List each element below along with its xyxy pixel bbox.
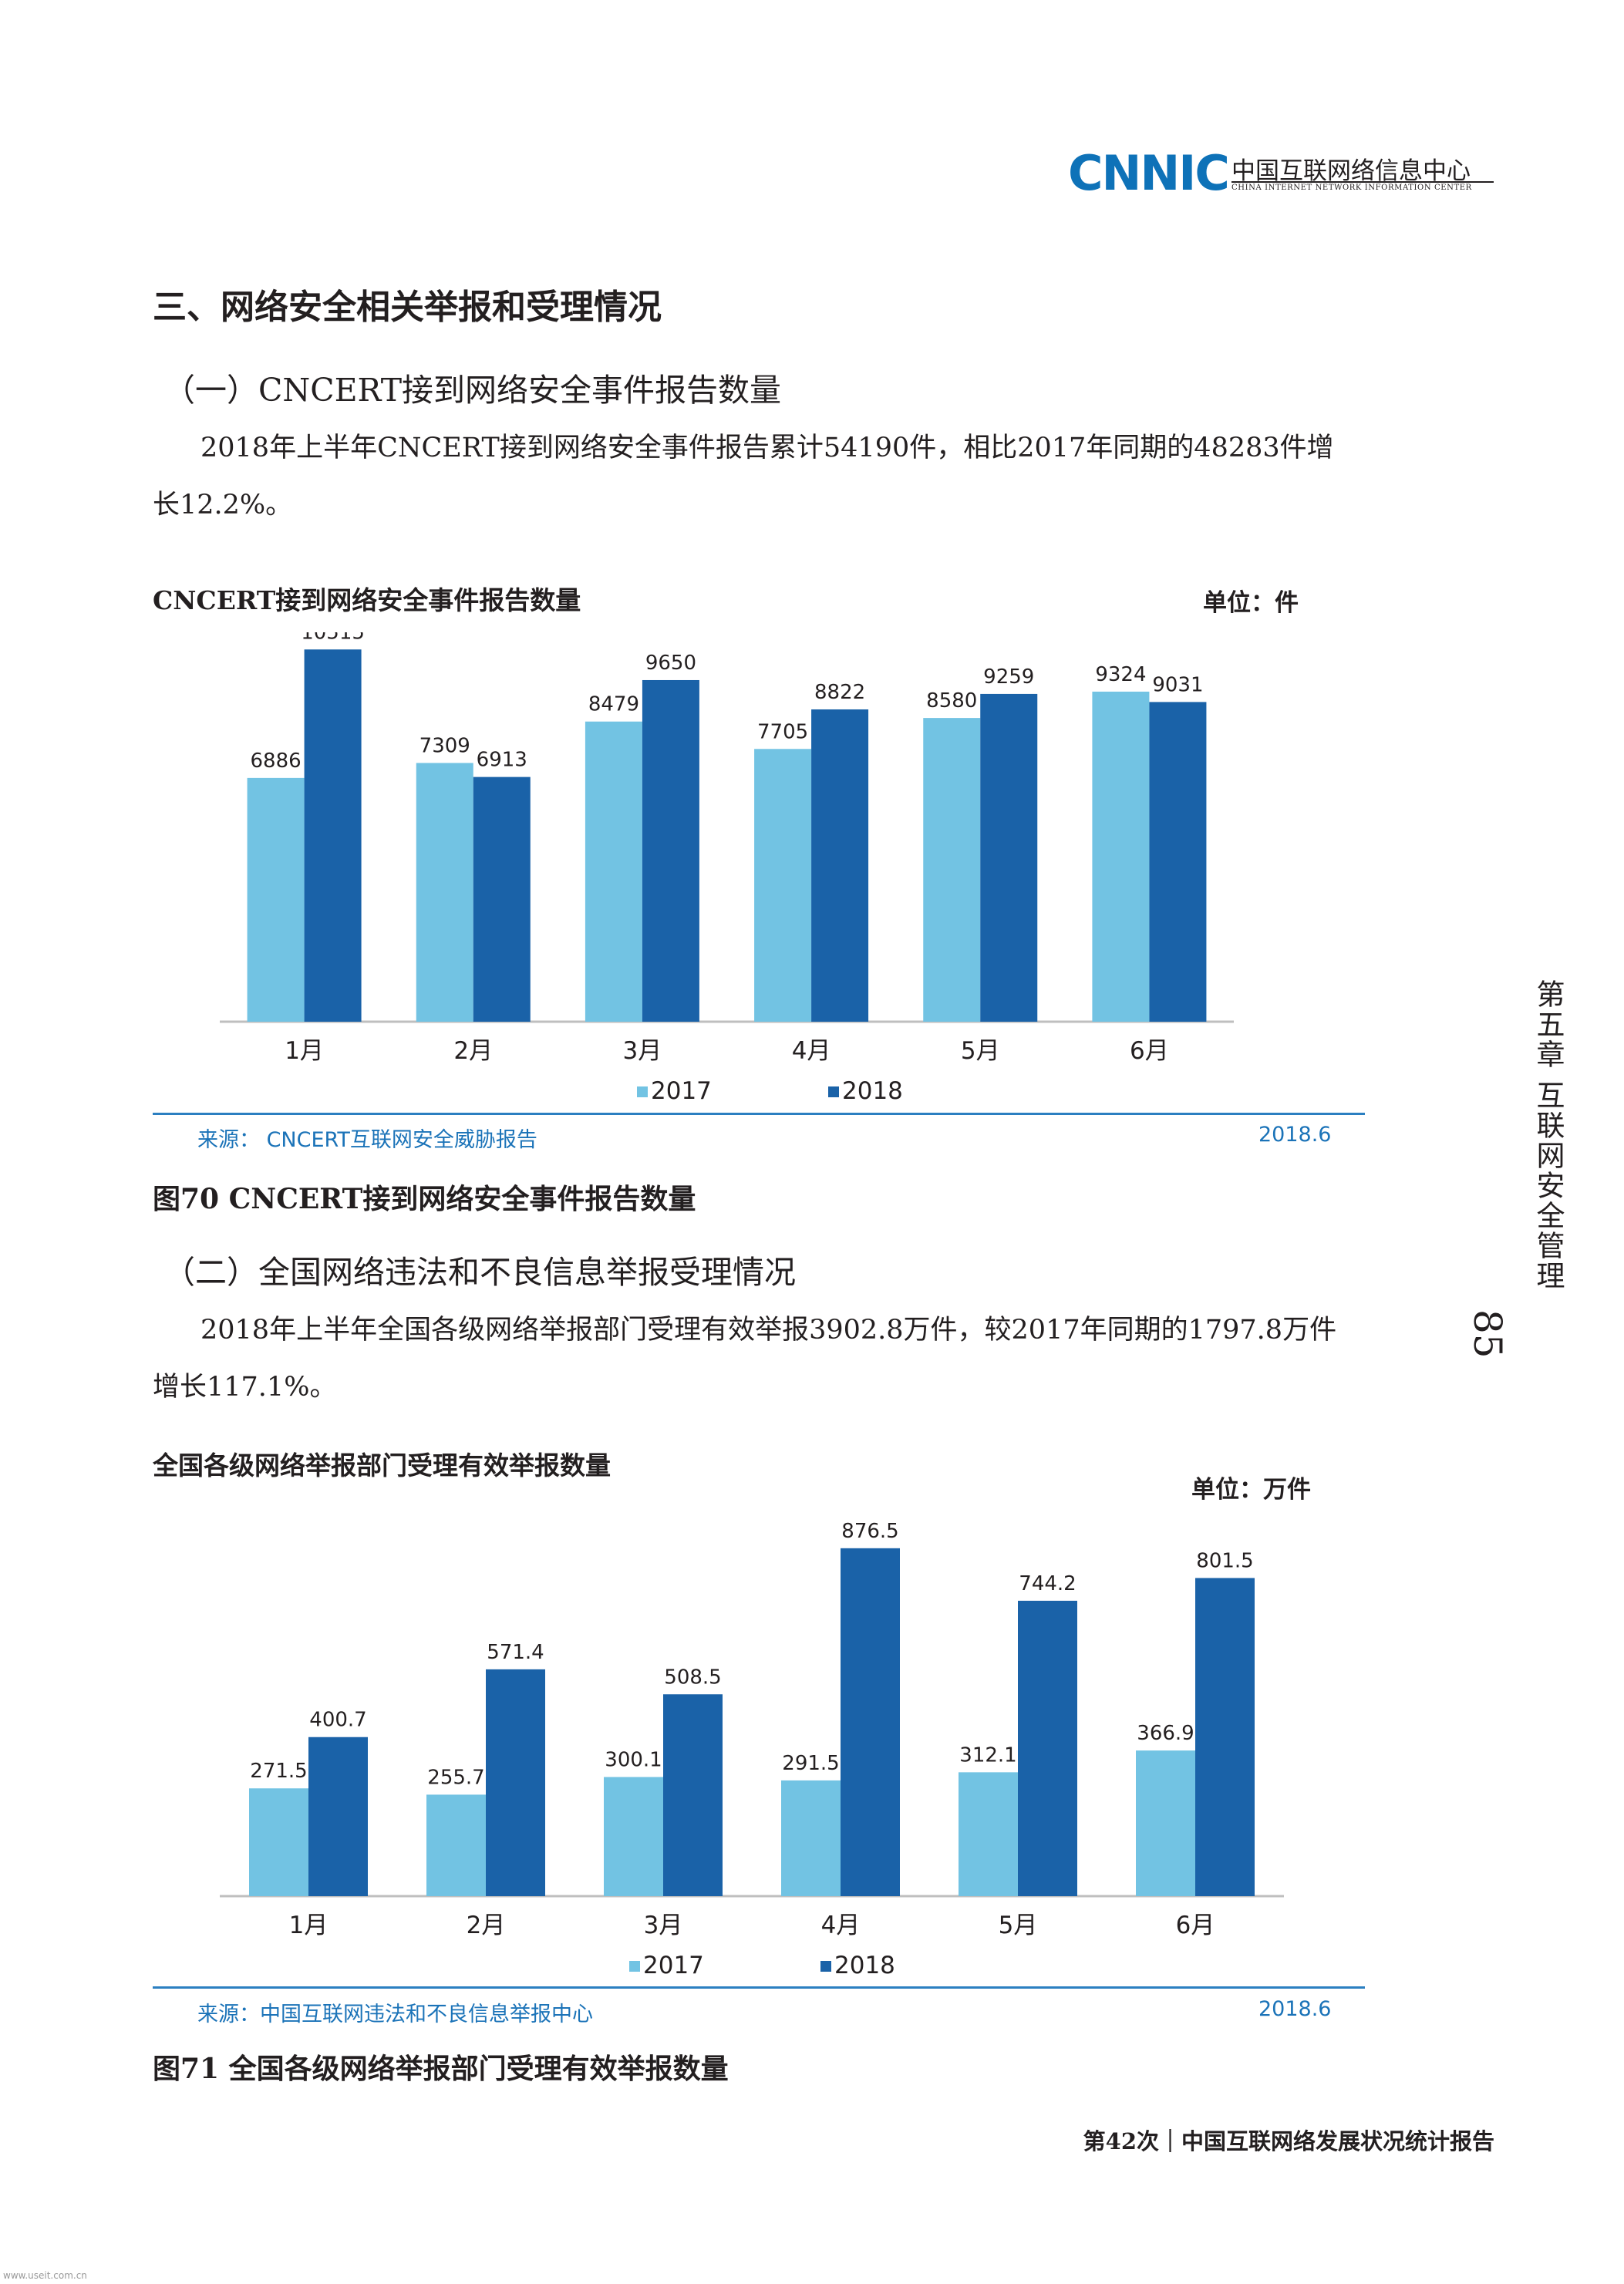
data-label-2018-2: 6913 [477, 749, 527, 772]
bar-2018-1 [304, 649, 362, 1022]
data-label-2018-4: 8822 [814, 681, 865, 704]
bar-2018-4 [811, 709, 869, 1022]
data-label-2018-2: 571.4 [487, 1641, 544, 1664]
data-label-2017-1: 6886 [250, 750, 301, 773]
logo-divider [1231, 181, 1494, 183]
bar-2017-6 [1136, 1750, 1195, 1896]
chart-1-unit: 单位：件 [1203, 589, 1299, 617]
chart-1-source-rule [153, 1113, 1365, 1115]
bar-2017-1 [249, 1788, 308, 1896]
paragraph-2-line-1: 2018年上半年全国各级网络举报部门受理有效举报3902.8万件，较2017年同… [200, 1315, 1337, 1346]
bar-2018-6 [1149, 702, 1207, 1022]
bar-2017-1 [247, 777, 305, 1022]
chapter-title: 第五章 互联网安全管理 [1531, 979, 1565, 1291]
bar-2017-6 [1092, 691, 1150, 1022]
bar-2017-5 [923, 718, 981, 1022]
data-label-2018-3: 9650 [645, 652, 696, 675]
bar-2018-6 [1195, 1578, 1255, 1896]
x-tick-label-4: 4月 [821, 1912, 861, 1939]
subsection-heading-2: （二）全国网络违法和不良信息举报受理情况 [163, 1254, 796, 1291]
figure-71-caption: 图71 全国各级网络举报部门受理有效举报数量 [153, 2053, 729, 2085]
x-tick-label-2: 2月 [453, 1037, 493, 1065]
chart-2-source: 来源：中国互联网违法和不良信息举报中心 [197, 2003, 593, 2026]
x-tick-label-1: 1月 [285, 1037, 324, 1065]
data-label-2018-6: 801.5 [1196, 1549, 1253, 1572]
legend-label-2017: 2017 [643, 1952, 704, 1979]
bar-2017-3 [585, 721, 642, 1022]
bar-2017-5 [959, 1772, 1018, 1896]
bar-2018-1 [308, 1737, 368, 1896]
chart-1: 6886 10515 1月 7309 6913 2月 8479 9650 3月 7705 8822 4… [220, 632, 1234, 1105]
paragraph-1-line-2: 长12.2%。 [153, 490, 293, 520]
chart-1-date: 2018.6 [1258, 1123, 1332, 1147]
chart-2-unit: 单位：万件 [1191, 1476, 1311, 1504]
page-number: 85 [1465, 1309, 1510, 1359]
x-tick-label-6: 6月 [1176, 1912, 1215, 1939]
chart-1-title: CNCERT接到网络安全事件报告数量 [153, 585, 581, 615]
chart-2-source-rule [153, 1986, 1365, 1989]
x-tick-label-5: 5月 [961, 1037, 1000, 1065]
data-label-2018-6: 9031 [1152, 673, 1203, 696]
cnnic-logo: CNNIC 中国互联网络信息中心 CHINA INTERNET NETWORK … [1068, 148, 1500, 210]
paragraph-2-line-2: 增长117.1%。 [153, 1372, 337, 1403]
data-label-2018-1: 400.7 [309, 1709, 366, 1732]
legend-swatch-2018 [820, 1961, 831, 1972]
x-tick-label-6: 6月 [1130, 1037, 1169, 1065]
bar-2017-4 [781, 1780, 841, 1896]
data-label-2017-5: 312.1 [959, 1743, 1016, 1767]
subsection-heading-1: （一）CNCERT接到网络安全事件报告数量 [163, 372, 782, 409]
data-label-2018-3: 508.5 [664, 1666, 721, 1689]
org-name-en: CHINA INTERNET NETWORK INFORMATION CENTE… [1231, 184, 1472, 192]
chapter-side-label: 第五章 互联网安全管理 [1511, 979, 1596, 1365]
bar-2018-5 [1018, 1600, 1077, 1896]
chart-2: 271.5 400.7 1月 255.7 571.4 2月 300.1 508.5 3月 291.… [220, 1520, 1284, 1979]
data-label-2018-5: 744.2 [1019, 1572, 1076, 1595]
data-label-2017-2: 7309 [419, 734, 470, 757]
x-tick-label-2: 2月 [467, 1912, 506, 1939]
cnnic-logo-mark: CNNIC [1068, 145, 1230, 201]
chart-2-date: 2018.6 [1258, 1997, 1332, 2021]
x-tick-label-5: 5月 [999, 1912, 1038, 1939]
bar-2018-5 [980, 693, 1038, 1022]
chart-1-source: 来源： CNCERT互联网安全威胁报告 [197, 1128, 537, 1152]
watermark: www.useit.com.cn [3, 2270, 87, 2281]
x-tick-label-3: 3月 [623, 1037, 662, 1065]
legend-swatch-2017 [629, 1961, 640, 1972]
data-label-2017-3: 300.1 [605, 1749, 662, 1772]
data-label-2017-4: 291.5 [782, 1752, 839, 1775]
data-label-2017-6: 9324 [1095, 663, 1146, 686]
bar-2018-2 [473, 776, 531, 1022]
figure-70-caption: 图70 CNCERT接到网络安全事件报告数量 [153, 1183, 696, 1215]
x-tick-label-1: 1月 [289, 1912, 329, 1939]
legend-label-2018: 2018 [842, 1077, 903, 1105]
paragraph-1-line-1: 2018年上半年CNCERT接到网络安全事件报告累计54190件，相比2017年… [200, 433, 1334, 463]
data-label-2017-5: 8580 [926, 689, 977, 712]
bar-2018-3 [663, 1694, 723, 1896]
legend-label-2017: 2017 [651, 1077, 712, 1105]
legend-label-2018: 2018 [834, 1952, 895, 1979]
legend-swatch-2018 [828, 1086, 839, 1097]
report-footer: 第42次｜中国互联网络发展状况统计报告 [1083, 2128, 1494, 2154]
data-label-2018-1: 10515 [301, 632, 365, 644]
data-label-2017-4: 7705 [757, 720, 808, 743]
data-label-2017-3: 8479 [588, 693, 639, 716]
chart-2-title: 全国各级网络举报部门受理有效举报数量 [153, 1450, 611, 1481]
bar-2017-3 [604, 1777, 663, 1896]
data-label-2017-6: 366.9 [1137, 1722, 1194, 1745]
org-name-cn: 中国互联网络信息中心 [1231, 157, 1471, 185]
x-tick-label-3: 3月 [644, 1912, 683, 1939]
bar-2017-2 [416, 763, 473, 1022]
legend-swatch-2017 [637, 1086, 648, 1097]
data-label-2017-2: 255.7 [427, 1766, 484, 1789]
bar-2017-4 [754, 749, 812, 1022]
bar-2018-4 [841, 1548, 900, 1896]
data-label-2018-4: 876.5 [841, 1520, 898, 1543]
section-title: 三、网络安全相关举报和受理情况 [153, 288, 662, 327]
x-tick-label-4: 4月 [792, 1037, 831, 1065]
bar-2018-3 [642, 679, 699, 1022]
data-label-2017-1: 271.5 [250, 1760, 307, 1783]
bar-2017-2 [426, 1794, 486, 1896]
bar-2018-2 [486, 1669, 545, 1896]
data-label-2018-5: 9259 [983, 665, 1034, 689]
